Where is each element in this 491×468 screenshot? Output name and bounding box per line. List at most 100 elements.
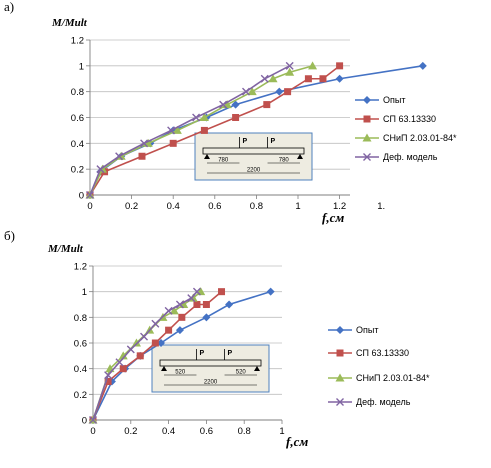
legend-marker (335, 373, 345, 382)
load-label-right: P (271, 138, 276, 145)
legend-marker (336, 349, 344, 357)
data-point (165, 326, 173, 334)
legend-label: Деф. модель (356, 397, 411, 407)
legend-marker (362, 133, 372, 142)
legend-item: Деф. модель (328, 397, 411, 407)
data-point (319, 75, 327, 83)
data-point (192, 113, 201, 122)
support-right (297, 154, 303, 159)
x-tick-label: 1.2 (333, 201, 346, 212)
data-point (169, 306, 179, 315)
data-point (96, 165, 105, 174)
panel-label: а) (4, 0, 14, 14)
data-point (336, 62, 344, 70)
data-point (115, 358, 124, 367)
x-axis-label: f,см (286, 434, 308, 449)
legend-label: СП 63.13330 (356, 348, 409, 358)
data-point (164, 306, 173, 315)
y-tick-label: 0 (82, 416, 87, 427)
data-point (118, 351, 128, 360)
data-point (172, 125, 182, 134)
series-4 (86, 61, 294, 199)
inset-frame (194, 132, 313, 181)
data-point (104, 371, 113, 380)
data-point (275, 87, 284, 96)
y-tick-label: 0 (79, 191, 84, 202)
legend-item: Деф. модель (355, 152, 438, 162)
data-point (266, 287, 275, 296)
inset-frame (151, 344, 270, 393)
beam-scheme-inset: P P 520 520 2200 (151, 344, 270, 393)
data-point (218, 288, 226, 296)
chart-panel-1: а) M/Mult 0 0.2 0.4 0.6 0.8 1 1.2 0 0.2 0.4 0.6 0.8 1 1… (4, 0, 457, 225)
data-point (175, 326, 184, 335)
x-tick-label: 0.2 (125, 201, 138, 212)
data-point (119, 365, 127, 373)
data-point (231, 100, 240, 109)
dimension-left: 780 (218, 158, 229, 164)
legend-label: Деф. модель (383, 152, 438, 162)
legend-item: СП 63.13330 (328, 348, 409, 358)
y-tick-label: 1.2 (71, 36, 84, 47)
series-line (92, 291, 198, 421)
data-point (86, 191, 94, 199)
data-point (219, 100, 228, 109)
x-tick-label: 0 (90, 426, 95, 437)
data-point (308, 61, 318, 70)
load-label-left: P (199, 350, 204, 357)
series-4 (89, 287, 201, 424)
dimension-left: 520 (175, 370, 186, 376)
y-tick-label: 1 (82, 287, 87, 298)
data-point (151, 319, 160, 328)
legend-item: СНиП 2.03.01-84* (328, 373, 430, 383)
y-axis-label: M/Mult (47, 243, 84, 255)
x-tick-label: 0.8 (238, 426, 251, 437)
y-tick-label: 0.2 (74, 390, 87, 401)
x-tick-label: 0 (87, 201, 92, 212)
y-tick-label: 0.6 (71, 113, 84, 124)
data-point (157, 339, 166, 347)
data-point (268, 74, 278, 83)
legend-marker (336, 326, 344, 334)
y-tick-label: 0.8 (71, 87, 84, 98)
data-point (260, 74, 269, 83)
data-point (140, 332, 149, 341)
load-label-left: P (242, 138, 247, 145)
legend-marker (363, 153, 371, 161)
legend-item: Опыт (355, 95, 405, 105)
dimension-right: 520 (236, 370, 247, 376)
dimension-total: 2200 (204, 380, 218, 386)
support-left (161, 366, 167, 371)
y-axis-label: M/Mult (51, 17, 88, 29)
data-point (247, 87, 257, 96)
data-point (151, 339, 159, 347)
data-point (285, 67, 295, 76)
legend-label: Опыт (356, 325, 378, 335)
data-point (104, 378, 112, 385)
data-point (335, 74, 344, 83)
support-right (254, 366, 260, 371)
data-point (193, 301, 201, 308)
x-tick-label: 0.8 (250, 201, 263, 212)
data-point (187, 294, 196, 303)
panel-label: б) (4, 228, 15, 243)
y-tick-label: 1.2 (74, 262, 87, 273)
data-point (167, 126, 176, 135)
x-tick-label: 0.4 (167, 201, 180, 212)
data-point (89, 416, 97, 424)
data-point (284, 88, 292, 96)
legend-item: СНиП 2.03.01-84* (355, 133, 457, 143)
data-point (225, 300, 234, 309)
legend-item: Опыт (328, 325, 378, 335)
x-tick-label: 0.6 (200, 426, 213, 437)
y-tick-label: 0.6 (74, 339, 87, 350)
x-tick-label: 1 (279, 426, 284, 437)
x-tick-label: 1. (377, 201, 385, 212)
load-label-right: P (228, 350, 233, 357)
data-point (138, 152, 146, 160)
data-point (263, 101, 271, 109)
dimension-right: 780 (279, 158, 290, 164)
data-point (242, 87, 250, 96)
beam-scheme-inset: P P 780 780 2200 (194, 132, 313, 181)
